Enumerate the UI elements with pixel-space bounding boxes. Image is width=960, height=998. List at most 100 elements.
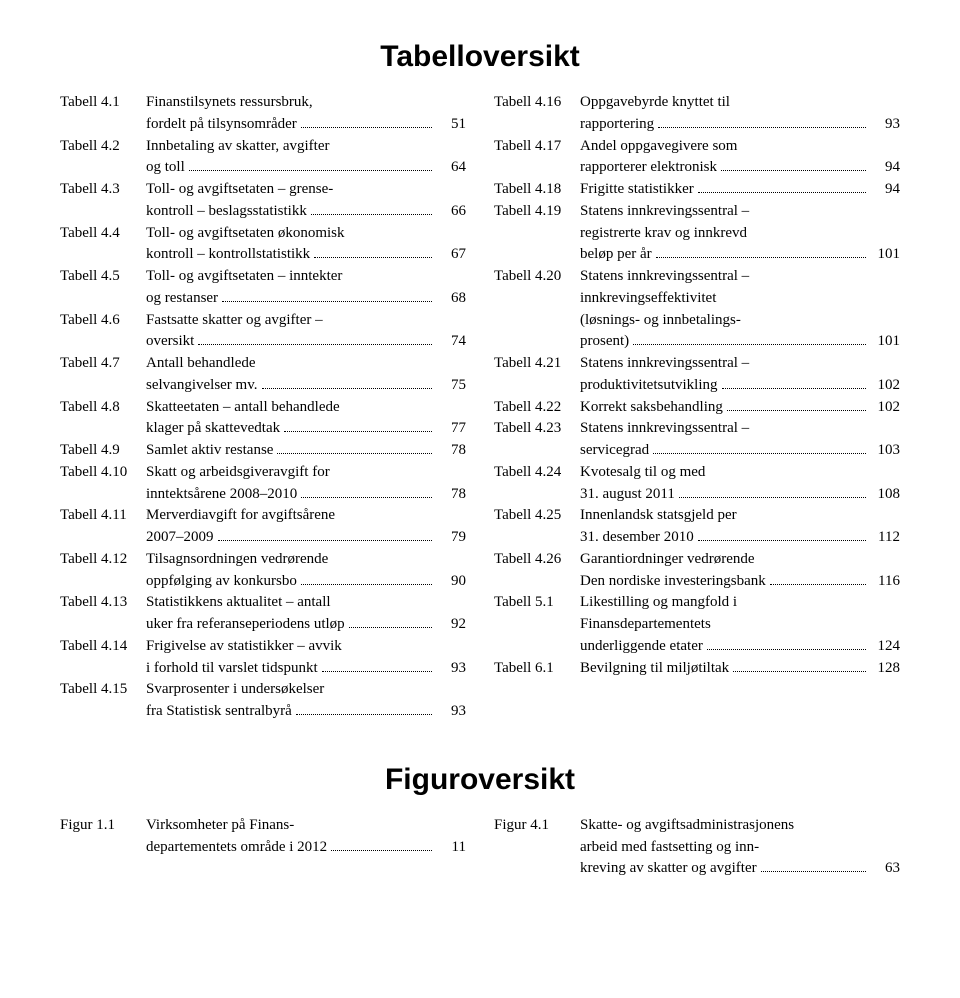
entry-line: Toll- og avgiftsetaten økonomisk — [146, 223, 466, 245]
entry-description: Svarprosenter i undersøkelserfra Statist… — [146, 679, 466, 723]
entry-label: Tabell 4.4 — [60, 223, 146, 267]
entry-line: Toll- og avgiftsetaten – inntekter — [146, 266, 466, 288]
entry-text: 2007–2009 — [146, 527, 214, 549]
dot-leader — [349, 616, 432, 628]
dot-leader — [727, 399, 866, 411]
page-number: 93 — [436, 701, 466, 723]
toc-entry: Tabell 4.21Statens innkrevingssentral –p… — [494, 353, 900, 397]
toc-entry: Tabell 4.2Innbetaling av skatter, avgift… — [60, 136, 466, 180]
figur-columns: Figur 1.1Virksomheter på Finans-departem… — [60, 815, 900, 880]
entry-description: Skatt og arbeidsgiveravgift forinntektså… — [146, 462, 466, 506]
entry-text: uker fra referanseperiodens utløp — [146, 614, 345, 636]
tabell-title: Tabelloversikt — [60, 40, 900, 74]
entry-line: Garantiordninger vedrørende — [580, 549, 900, 571]
page-number: 116 — [870, 571, 900, 593]
entry-label: Tabell 4.22 — [494, 397, 580, 419]
entry-text: Frigitte statistikker — [580, 179, 694, 201]
entry-line: kreving av skatter og avgifter63 — [580, 858, 900, 880]
page-number: 108 — [870, 484, 900, 506]
entry-label: Tabell 4.18 — [494, 179, 580, 201]
entry-label: Tabell 4.9 — [60, 440, 146, 462]
entry-description: Innenlandsk statsgjeld per31. desember 2… — [580, 505, 900, 549]
entry-label: Tabell 4.23 — [494, 418, 580, 462]
entry-text: prosent) — [580, 331, 629, 353]
entry-line: Statistikkens aktualitet – antall — [146, 592, 466, 614]
page-number: 74 — [436, 331, 466, 353]
entry-line: (løsnings- og innbetalings- — [580, 310, 900, 332]
entry-label: Tabell 4.5 — [60, 266, 146, 310]
toc-entry: Tabell 4.26Garantiordninger vedrørendeDe… — [494, 549, 900, 593]
entry-text: innkrevingseffektivitet — [580, 288, 716, 310]
entry-text: oppfølging av konkursbo — [146, 571, 297, 593]
entry-description: Frigitte statistikker 94 — [580, 179, 900, 201]
dot-leader — [733, 660, 866, 672]
page-number: 11 — [436, 837, 466, 859]
entry-description: Toll- og avgiftsetaten – grense-kontroll… — [146, 179, 466, 223]
toc-entry: Tabell 4.5Toll- og avgiftsetaten – innte… — [60, 266, 466, 310]
page-number: 124 — [870, 636, 900, 658]
entry-text: Den nordiske investeringsbank — [580, 571, 766, 593]
entry-line: Samlet aktiv restanse78 — [146, 440, 466, 462]
entry-line: departementets område i 2012 11 — [146, 837, 466, 859]
entry-description: Finanstilsynets ressursbruk,fordelt på t… — [146, 92, 466, 136]
entry-line: Likestilling og mangfold i — [580, 592, 900, 614]
dot-leader — [296, 703, 432, 715]
entry-text: Oppgavebyrde knyttet til — [580, 92, 730, 114]
entry-text: Korrekt saksbehandling — [580, 397, 723, 419]
entry-text: Innenlandsk statsgjeld per — [580, 505, 737, 527]
entry-line: Skatt og arbeidsgiveravgift for — [146, 462, 466, 484]
entry-description: Merverdiavgift for avgiftsårene2007–2009… — [146, 505, 466, 549]
dot-leader — [721, 159, 866, 171]
entry-line: Virksomheter på Finans- — [146, 815, 466, 837]
entry-description: Virksomheter på Finans-departementets om… — [146, 815, 466, 859]
toc-entry: Tabell 4.6Fastsatte skatter og avgifter … — [60, 310, 466, 354]
entry-text: Toll- og avgiftsetaten – grense- — [146, 179, 333, 201]
entry-text: Toll- og avgiftsetaten økonomisk — [146, 223, 345, 245]
entry-label: Tabell 4.16 — [494, 92, 580, 136]
page-number: 93 — [436, 658, 466, 680]
entry-line: 31. august 2011108 — [580, 484, 900, 506]
entry-text: Andel oppgavegivere som — [580, 136, 737, 158]
entry-text: oversikt — [146, 331, 194, 353]
entry-description: Statens innkrevingssentral –produktivite… — [580, 353, 900, 397]
entry-text: departementets område i 2012 — [146, 837, 327, 859]
entry-line: i forhold til varslet tidspunkt93 — [146, 658, 466, 680]
entry-line: rapporterer elektronisk94 — [580, 157, 900, 179]
entry-description: Frigivelse av statistikker – avviki forh… — [146, 636, 466, 680]
entry-text: Skatt og arbeidsgiveravgift for — [146, 462, 330, 484]
toc-entry: Tabell 4.24Kvotesalg til og med31. augus… — [494, 462, 900, 506]
entry-line: Den nordiske investeringsbank 116 — [580, 571, 900, 593]
entry-line: servicegrad103 — [580, 440, 900, 462]
entry-line: oppfølging av konkursbo90 — [146, 571, 466, 593]
entry-text: Finanstilsynets ressursbruk, — [146, 92, 313, 114]
entry-line: prosent)101 — [580, 331, 900, 353]
entry-description: Skatteetaten – antall behandledeklager p… — [146, 397, 466, 441]
page-number: 94 — [870, 179, 900, 201]
toc-entry: Tabell 5.1Likestilling og mangfold iFina… — [494, 592, 900, 657]
toc-entry: Figur 4.1Skatte- og avgiftsadministrasjo… — [494, 815, 900, 880]
dot-leader — [698, 529, 866, 541]
toc-entry: Tabell 4.11Merverdiavgift for avgiftsåre… — [60, 505, 466, 549]
page-number: 101 — [870, 244, 900, 266]
entry-line: Frigitte statistikker 94 — [580, 179, 900, 201]
dot-leader — [301, 116, 432, 128]
entry-line: inntektsårene 2008–201078 — [146, 484, 466, 506]
dot-leader — [761, 860, 866, 872]
entry-line: Toll- og avgiftsetaten – grense- — [146, 179, 466, 201]
entry-text: klager på skattevedtak — [146, 418, 280, 440]
entry-label: Figur 4.1 — [494, 815, 580, 880]
entry-label: Tabell 4.21 — [494, 353, 580, 397]
page-number: 78 — [436, 484, 466, 506]
entry-line: rapportering93 — [580, 114, 900, 136]
dot-leader — [707, 638, 866, 650]
dot-leader — [262, 377, 433, 389]
entry-text: Statens innkrevingssentral – — [580, 418, 749, 440]
entry-line: Bevilgning til miljøtiltak128 — [580, 658, 900, 680]
entry-text: Merverdiavgift for avgiftsårene — [146, 505, 335, 527]
entry-description: Kvotesalg til og med31. august 2011108 — [580, 462, 900, 506]
entry-line: beløp per år101 — [580, 244, 900, 266]
toc-entry: Tabell 4.25Innenlandsk statsgjeld per31.… — [494, 505, 900, 549]
entry-description: Likestilling og mangfold iFinansdepartem… — [580, 592, 900, 657]
entry-line: Skatteetaten – antall behandlede — [146, 397, 466, 419]
toc-entry: Tabell 4.1Finanstilsynets ressursbruk,fo… — [60, 92, 466, 136]
